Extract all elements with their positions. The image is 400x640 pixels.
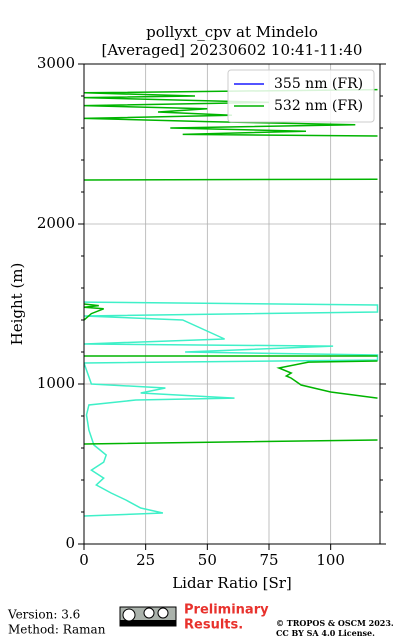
x-axis-label: Lidar Ratio [Sr] <box>172 574 292 592</box>
legend-label: 355 nm (FR) <box>274 76 363 92</box>
license: © TROPOS & OSCM 2023. <box>276 618 394 628</box>
chart-title: [Averaged] 20230602 10:41-11:40 <box>102 41 363 59</box>
y-tick-label: 0 <box>65 534 75 552</box>
cc-logo <box>119 606 177 627</box>
y-tick-label: 3000 <box>37 54 75 72</box>
profile-line <box>84 88 378 445</box>
x-tick-label: 50 <box>198 551 217 569</box>
x-tick-label: 75 <box>259 551 278 569</box>
legend-box <box>227 69 375 123</box>
x-tick-label: 100 <box>316 551 345 569</box>
preliminary: Preliminary <box>184 603 269 618</box>
x-tick-label: 25 <box>136 551 155 569</box>
license: CC BY SA 4.0 License. <box>276 628 375 638</box>
plot-frame <box>83 63 381 545</box>
version: Version: 3.6 <box>7 608 80 622</box>
y-tick-label: 2000 <box>37 214 75 232</box>
y-tick-label: 1000 <box>37 374 75 392</box>
legend-label: 532 nm (FR) <box>274 98 363 114</box>
x-tick-label: 0 <box>79 551 89 569</box>
method: Method: Raman <box>8 623 106 637</box>
chart-title: pollyxt_cpv at Mindelo <box>146 23 318 41</box>
preliminary: Results. <box>184 618 243 633</box>
y-axis-label: Height (m) <box>8 263 26 346</box>
profile-line <box>84 301 379 517</box>
